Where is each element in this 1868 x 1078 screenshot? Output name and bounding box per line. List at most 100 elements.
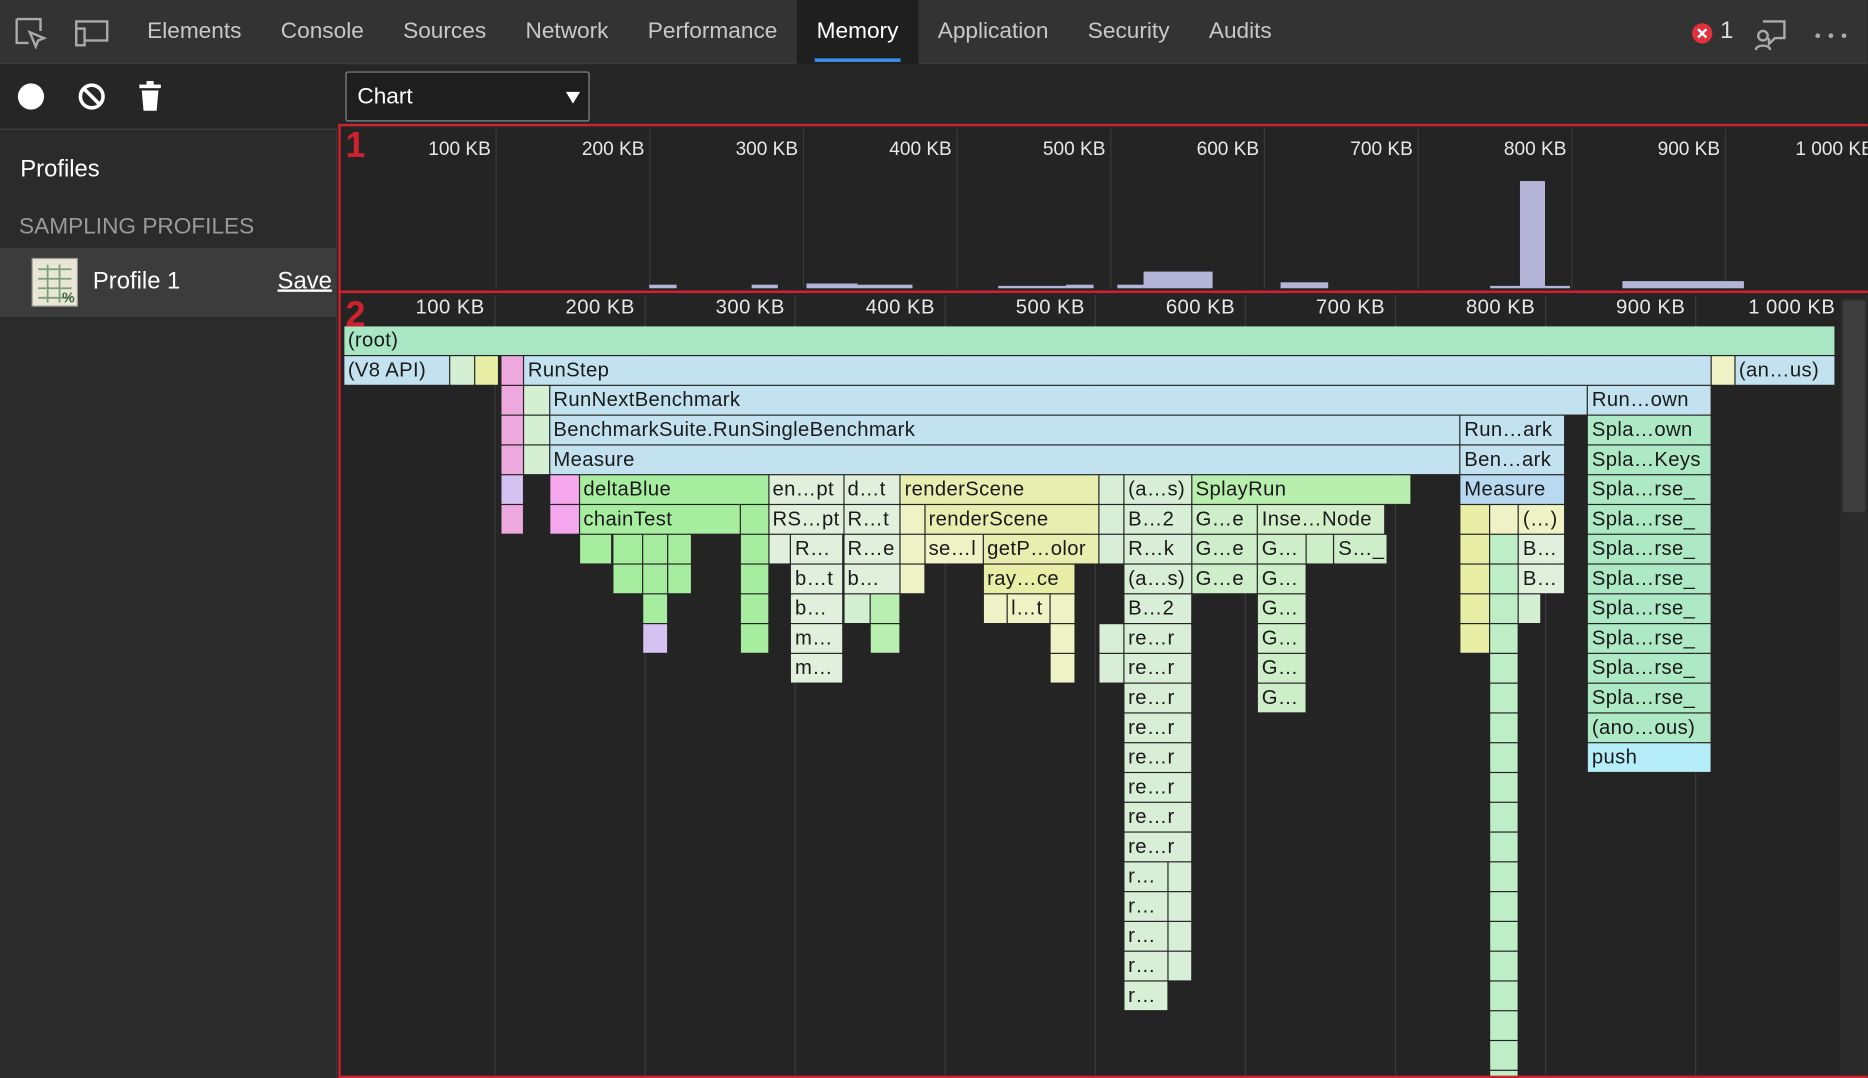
flame-block[interactable] (740, 534, 768, 564)
flame-block[interactable]: G…e (1192, 505, 1257, 534)
flame-block[interactable]: RunStep (524, 356, 1711, 385)
save-link[interactable]: Save (277, 268, 332, 295)
flame-block[interactable]: m… (791, 624, 843, 653)
flame-block[interactable]: Spla…Keys (1588, 445, 1711, 475)
flame-block[interactable] (549, 505, 579, 534)
flame-block[interactable] (1051, 624, 1074, 653)
flame-block[interactable] (501, 505, 524, 534)
flame-block[interactable]: G… (1258, 534, 1305, 564)
flame-block[interactable]: r… (1124, 981, 1167, 1011)
flame-block[interactable] (474, 356, 498, 385)
tab[interactable]: Audits (1208, 19, 1272, 45)
device-icon[interactable] (74, 19, 110, 48)
flame-block[interactable] (524, 385, 549, 415)
flame-block[interactable]: G… (1258, 564, 1305, 594)
view-select[interactable]: Chart (345, 71, 590, 122)
flame-block[interactable] (501, 356, 524, 385)
flame-block[interactable] (1168, 951, 1191, 981)
flame-block[interactable] (1460, 594, 1490, 623)
flame-block[interactable] (1099, 534, 1124, 564)
scrollbar[interactable] (1840, 297, 1868, 1078)
flame-block[interactable]: Run…own (1588, 385, 1711, 415)
flame-block[interactable] (612, 564, 642, 594)
flame-block[interactable]: chainTest (579, 505, 740, 534)
flame-block[interactable]: b… (791, 594, 843, 623)
flame-block[interactable]: R…e (843, 534, 900, 564)
tab[interactable]: Elements (147, 19, 242, 45)
flame-block[interactable]: Spla…rse_ (1588, 534, 1711, 564)
flame-block[interactable]: (a…s) (1124, 475, 1191, 504)
flame-block[interactable]: Ben…ark (1460, 445, 1565, 475)
flame-block[interactable]: G…e (1192, 564, 1257, 594)
flame-block[interactable]: Measure (1460, 475, 1565, 504)
flame-block[interactable] (1490, 773, 1519, 802)
flame-block[interactable]: Run…ark (1460, 415, 1565, 445)
flame-block[interactable] (1460, 564, 1490, 594)
flame-block[interactable] (1051, 594, 1074, 623)
flame-block[interactable]: l…t (1007, 594, 1050, 623)
flame-block[interactable] (1490, 951, 1519, 981)
flame-block[interactable] (1490, 802, 1519, 832)
flame-block[interactable] (1460, 624, 1490, 653)
flame-block[interactable] (1099, 624, 1124, 653)
flame-block[interactable]: G… (1258, 653, 1305, 683)
flame-block[interactable] (501, 385, 524, 415)
flame-block[interactable]: R…t (843, 505, 900, 534)
flame-block[interactable] (668, 564, 692, 594)
flame-block[interactable]: re…r (1124, 743, 1191, 772)
flame-block[interactable] (1490, 832, 1519, 862)
flame-block[interactable] (768, 534, 791, 564)
tab[interactable]: Application (937, 19, 1049, 45)
flame-block[interactable]: Spla…rse_ (1588, 624, 1711, 653)
flame-block[interactable]: renderScene (900, 475, 1098, 504)
clear-button[interactable] (77, 82, 106, 111)
flame-block[interactable]: Spla…rse_ (1588, 475, 1711, 504)
flame-block[interactable]: SplayRun (1192, 475, 1411, 504)
flame-block[interactable] (668, 534, 692, 564)
tab[interactable]: Performance (647, 19, 778, 45)
flame-block[interactable] (501, 415, 524, 445)
flame-block[interactable]: r… (1124, 862, 1167, 892)
record-button[interactable] (17, 82, 46, 111)
flame-block[interactable] (450, 356, 474, 385)
flame-block[interactable] (1490, 683, 1519, 713)
flame-block[interactable]: B…2 (1124, 505, 1191, 534)
flame-block[interactable] (1490, 862, 1519, 892)
profile-row[interactable]: % Profile 1 Save (0, 247, 336, 317)
flame-block[interactable] (1168, 921, 1191, 951)
flame-block[interactable] (843, 594, 870, 623)
flame-block[interactable]: deltaBlue (579, 475, 768, 504)
more-icon[interactable] (1813, 31, 1849, 41)
flame-block[interactable]: Spla…own (1588, 415, 1711, 445)
flame-block[interactable]: r… (1124, 892, 1167, 921)
flame-block[interactable]: Spla…rse_ (1588, 653, 1711, 683)
flame-block[interactable]: R…k (1124, 534, 1191, 564)
flame-block[interactable]: G… (1258, 683, 1305, 713)
flame-block[interactable] (900, 534, 924, 564)
flame-block[interactable] (1490, 653, 1519, 683)
flame-block[interactable]: R… (791, 534, 843, 564)
flame-block[interactable] (1306, 534, 1334, 564)
flame-block[interactable]: (a…s) (1124, 564, 1191, 594)
flame-block[interactable]: S…_ (1334, 534, 1386, 564)
flame-block[interactable]: push (1588, 743, 1711, 772)
flame-block[interactable] (524, 445, 549, 475)
flame-block[interactable]: re…r (1124, 653, 1191, 683)
flame-block[interactable]: Spla…rse_ (1588, 564, 1711, 594)
flame-block[interactable]: G… (1258, 624, 1305, 653)
flame-block[interactable] (549, 475, 579, 504)
flame-block[interactable] (1460, 534, 1490, 564)
flame-block[interactable] (983, 594, 1007, 623)
flame-block[interactable] (642, 534, 668, 564)
flame-block[interactable]: b… (843, 564, 900, 594)
flame-block[interactable]: Measure (549, 445, 1460, 475)
flame-block[interactable] (642, 564, 668, 594)
flame-block[interactable] (1490, 1070, 1519, 1078)
flame-block[interactable]: re…r (1124, 832, 1191, 862)
flame-block[interactable] (740, 505, 768, 534)
flame-block[interactable]: (…) (1519, 505, 1565, 534)
flame-block[interactable]: m… (791, 653, 843, 683)
flame-block[interactable] (740, 564, 768, 594)
flame-block[interactable] (501, 445, 524, 475)
tab[interactable]: Console (280, 19, 364, 45)
